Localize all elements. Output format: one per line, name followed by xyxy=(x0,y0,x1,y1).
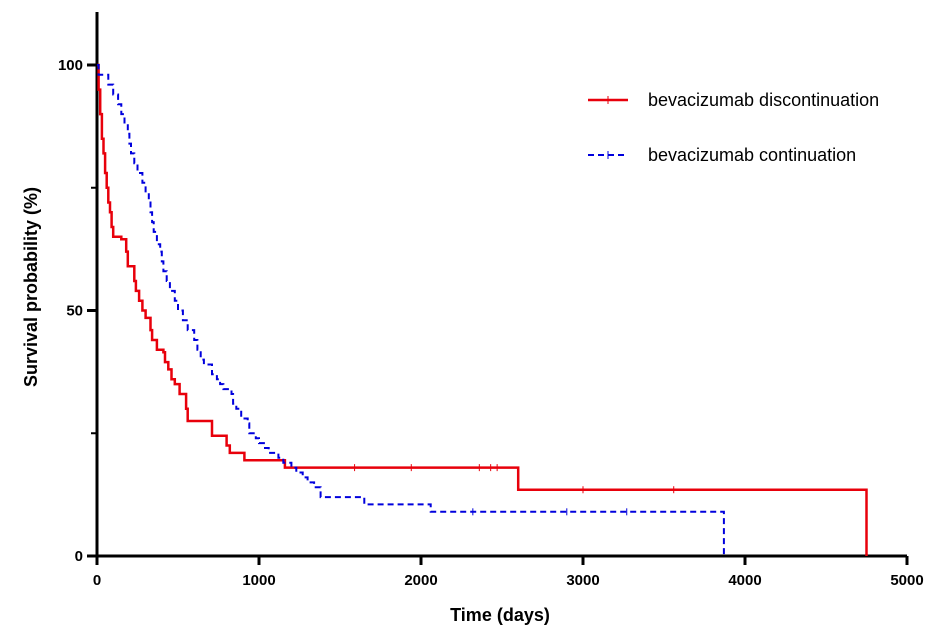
x-tick-label: 2000 xyxy=(404,572,437,589)
survival-curve-continuation xyxy=(97,64,725,556)
y-tick-label: 50 xyxy=(66,303,83,320)
x-tick-label: 5000 xyxy=(890,572,923,589)
y-ticks: 0 50 100 xyxy=(58,57,97,565)
legend-label-continuation: bevacizumab continuation xyxy=(648,145,856,165)
x-tick-label: 1000 xyxy=(242,572,275,589)
x-tick-label: 0 xyxy=(93,572,101,589)
y-tick-label: 0 xyxy=(75,548,83,565)
legend-label-discontinuation: bevacizumab discontinuation xyxy=(648,90,879,110)
series-layer xyxy=(97,63,868,556)
y-axis: 0 50 100 xyxy=(58,12,99,565)
x-ticks: 0 1000 2000 3000 4000 5000 xyxy=(93,556,924,589)
x-tick-label: 4000 xyxy=(728,572,761,589)
survival-curve-discontinuation xyxy=(97,63,868,556)
y-tick-label: 100 xyxy=(58,57,83,74)
x-axis: 0 1000 2000 3000 4000 5000 xyxy=(93,554,924,589)
legend: bevacizumab discontinuation bevacizumab … xyxy=(588,90,879,165)
y-axis-title: Survival probability (%) xyxy=(21,187,41,387)
x-tick-label: 3000 xyxy=(566,572,599,589)
x-axis-title: Time (days) xyxy=(450,605,550,625)
